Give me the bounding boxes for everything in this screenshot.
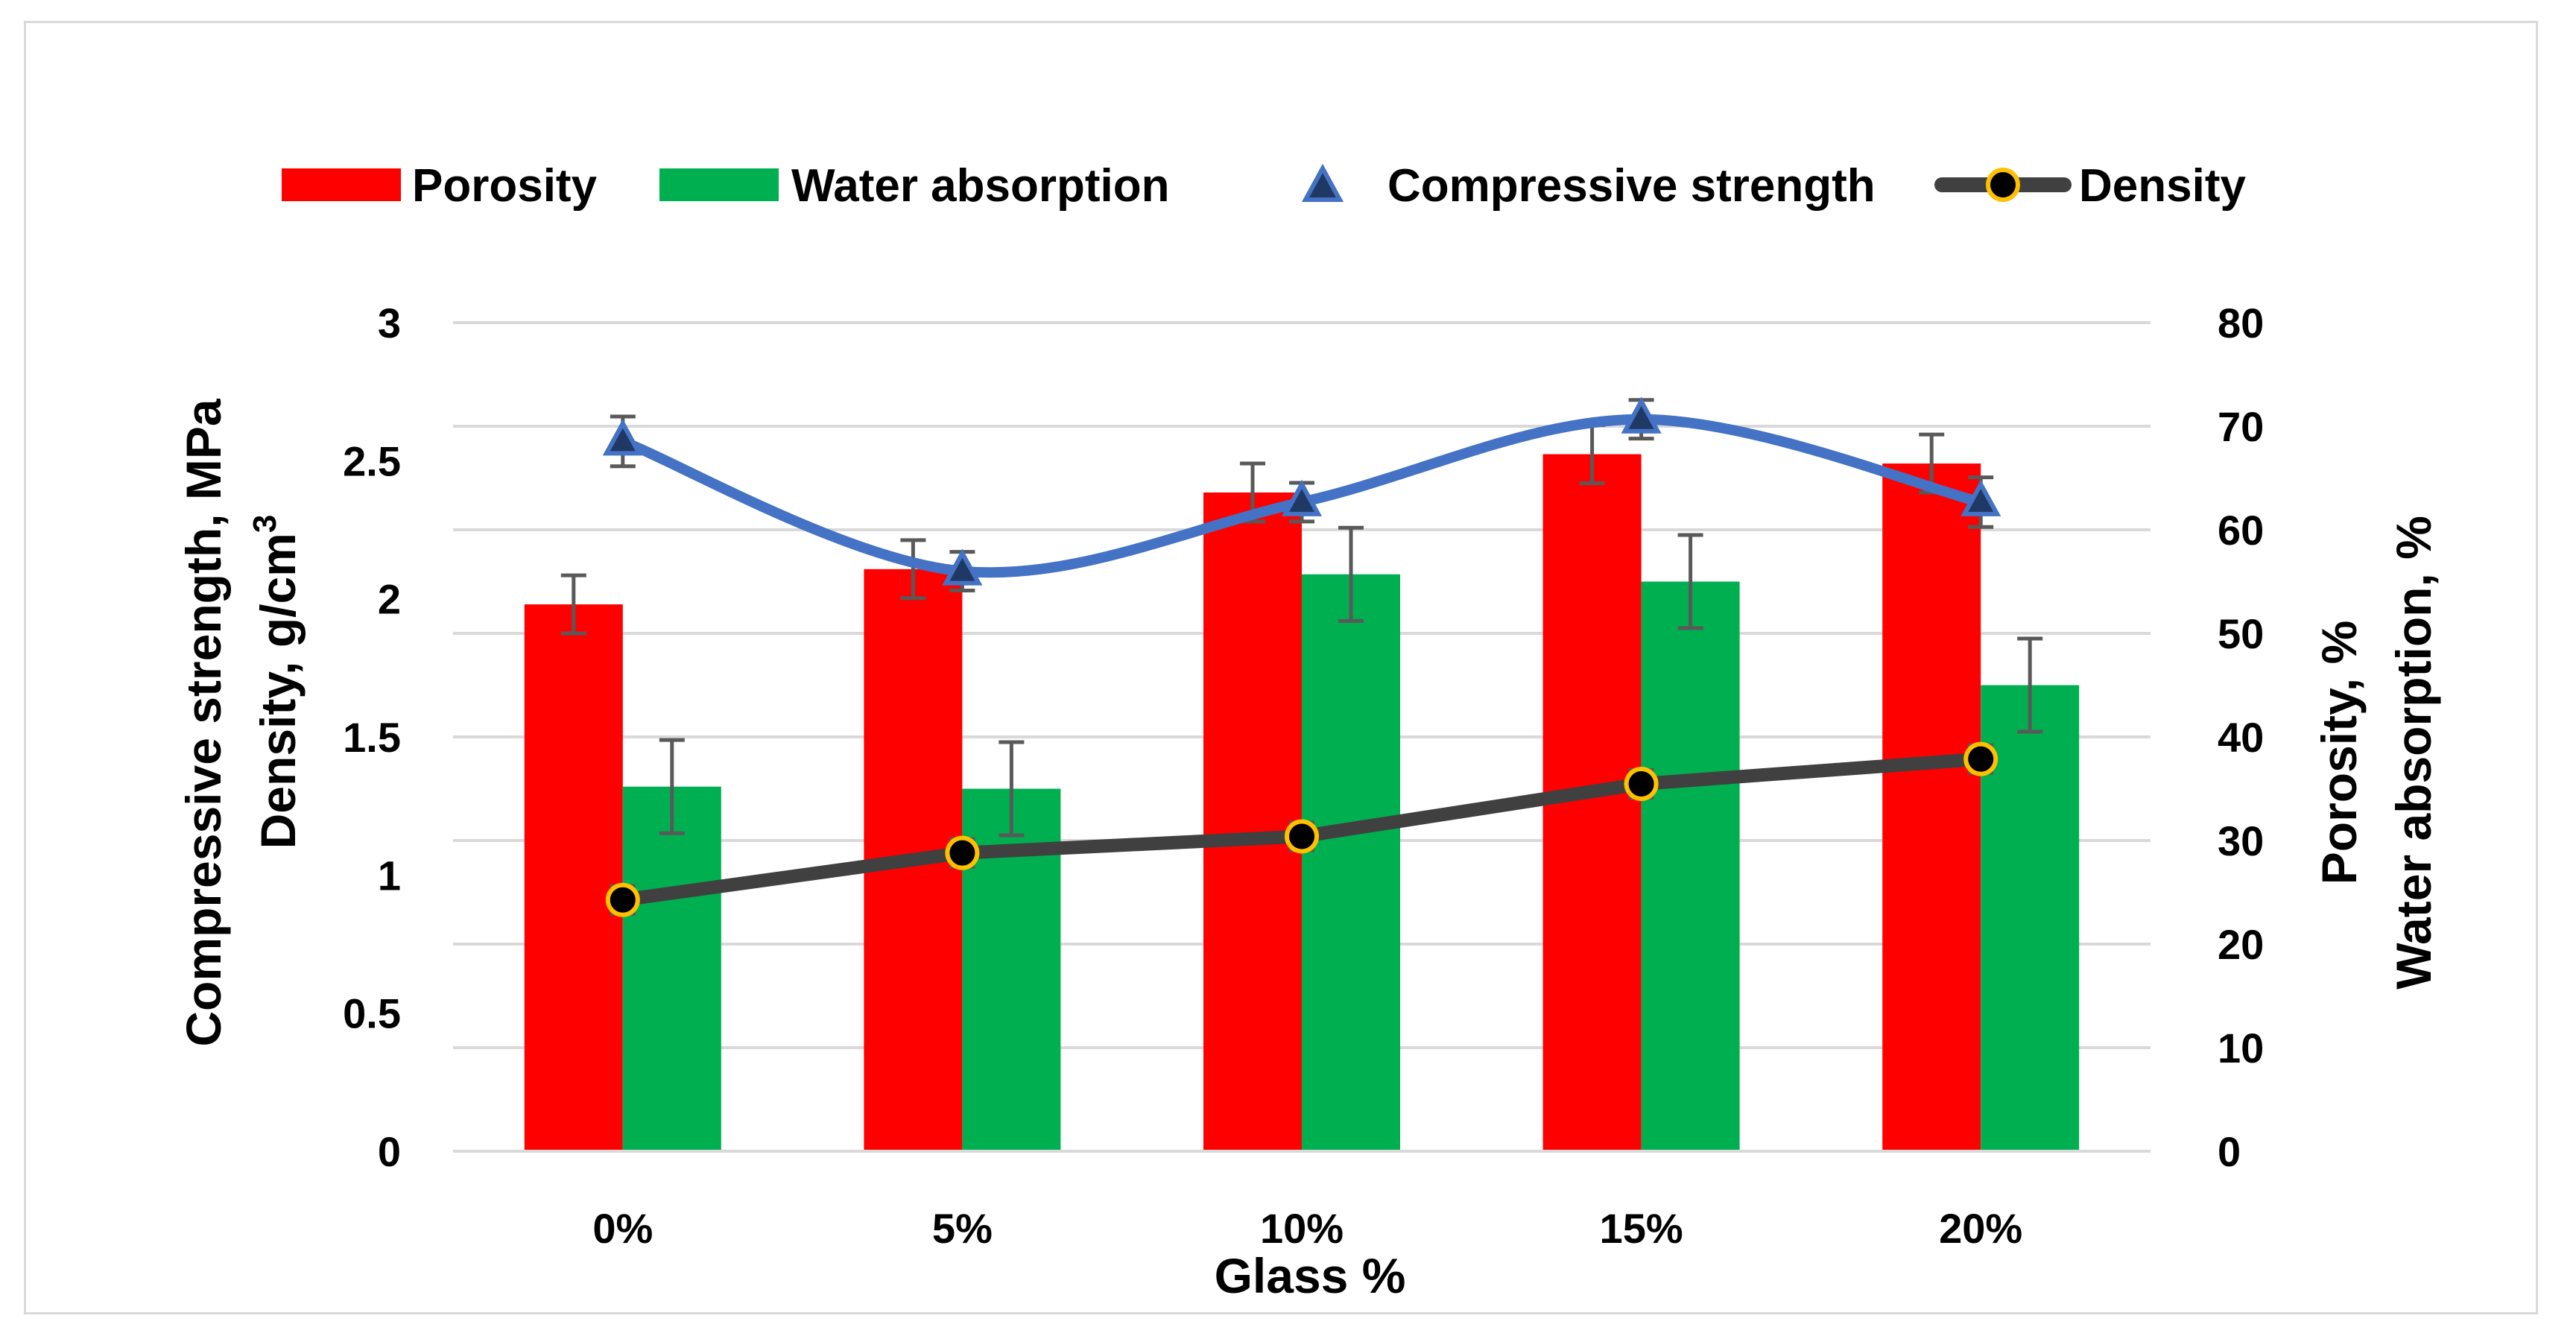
y-right-tick-label: 0 xyxy=(2218,1128,2241,1175)
y-right-tick-label: 80 xyxy=(2218,300,2264,346)
y-axis-left-title-superscript: 3 xyxy=(247,515,283,533)
y-axis-right-title-line-2: Water absorption, % xyxy=(2386,516,2441,990)
x-tick-label: 15% xyxy=(1600,1205,1683,1252)
legend-swatch-water-absorption xyxy=(659,168,779,201)
legend-label-porosity: Porosity xyxy=(412,160,598,212)
legend-label-water-absorption: Water absorption xyxy=(791,160,1170,212)
error-bar-water-absorption xyxy=(2017,636,2043,734)
bar-water-absorption xyxy=(1641,581,1740,1151)
bars xyxy=(524,423,2080,1151)
point-compressive-strength xyxy=(1961,479,2001,516)
error-bar-water-absorption xyxy=(659,738,685,835)
legend-label-density: Density xyxy=(2079,160,2246,212)
y-axis-right-title: Porosity, % Water absorption, % xyxy=(2311,516,2441,990)
y-right-tick-label: 40 xyxy=(2218,714,2264,761)
y-axis-left-title: Compressive strength, MPa Density, g/cm3 xyxy=(176,398,306,1047)
point-density xyxy=(945,835,980,870)
x-tick-label: 0% xyxy=(592,1205,653,1252)
y-left-tick-label: 1.5 xyxy=(343,714,401,761)
y-left-tick-label: 1 xyxy=(378,852,401,899)
y-axis-left-title-line-2: Density, g/cm3 xyxy=(247,515,306,849)
markers xyxy=(602,396,2001,917)
point-density xyxy=(1285,819,1319,854)
y-right-tick-label: 70 xyxy=(2218,403,2264,450)
legend-label-compressive-strength: Compressive strength xyxy=(1387,160,1876,212)
y-axis-left-title-line-2-text: Density, g/cm xyxy=(250,533,306,849)
x-axis-title: Glass % xyxy=(1215,1248,1406,1303)
error-bar-porosity xyxy=(560,573,586,636)
y-right-tick-label: 60 xyxy=(2218,507,2264,554)
y-right-tick-label: 50 xyxy=(2218,610,2264,657)
y-right-tick-label: 30 xyxy=(2218,817,2264,864)
y-axis-left-title-line-1: Compressive strength, MPa xyxy=(176,398,231,1047)
y-right-tick-label: 10 xyxy=(2218,1025,2264,1071)
bar-porosity xyxy=(1882,463,1981,1151)
legend-marker-compressive-strength xyxy=(1301,163,1344,202)
point-compressive-strength xyxy=(602,419,643,456)
bar-porosity xyxy=(1203,492,1302,1151)
y-left-tick-label: 2.5 xyxy=(343,437,401,484)
point-density xyxy=(1624,767,1659,802)
legend-swatch-porosity xyxy=(282,168,401,201)
legend-marker-density xyxy=(1986,168,2020,202)
legend: Porosity Water absorption Compressive st… xyxy=(282,160,2246,212)
y-left-tick-label: 3 xyxy=(378,300,401,346)
error-bar-water-absorption xyxy=(999,740,1025,838)
y-left-tick-label: 0 xyxy=(378,1128,401,1175)
y-axis-right-title-line-1: Porosity, % xyxy=(2311,621,2367,885)
point-compressive-strength xyxy=(942,548,983,586)
point-density xyxy=(605,882,640,917)
error-bar-water-absorption xyxy=(1677,533,1703,630)
bar-water-absorption xyxy=(622,786,721,1151)
x-tick-label: 5% xyxy=(932,1205,993,1252)
y-right-tick-label: 20 xyxy=(2218,921,2264,968)
point-density xyxy=(1963,741,1999,776)
x-tick-label: 20% xyxy=(1939,1205,2022,1252)
y-left-tick-label: 0.5 xyxy=(343,990,401,1037)
bar-water-absorption xyxy=(1302,574,1400,1151)
bar-porosity xyxy=(524,604,623,1151)
error-bar-porosity xyxy=(900,538,926,601)
x-tick-label: 10% xyxy=(1260,1205,1344,1252)
point-compressive-strength xyxy=(1281,479,1323,516)
error-bar-water-absorption xyxy=(1338,525,1364,623)
point-compressive-strength xyxy=(1621,396,1662,434)
y-left-tick-label: 2 xyxy=(378,576,401,623)
